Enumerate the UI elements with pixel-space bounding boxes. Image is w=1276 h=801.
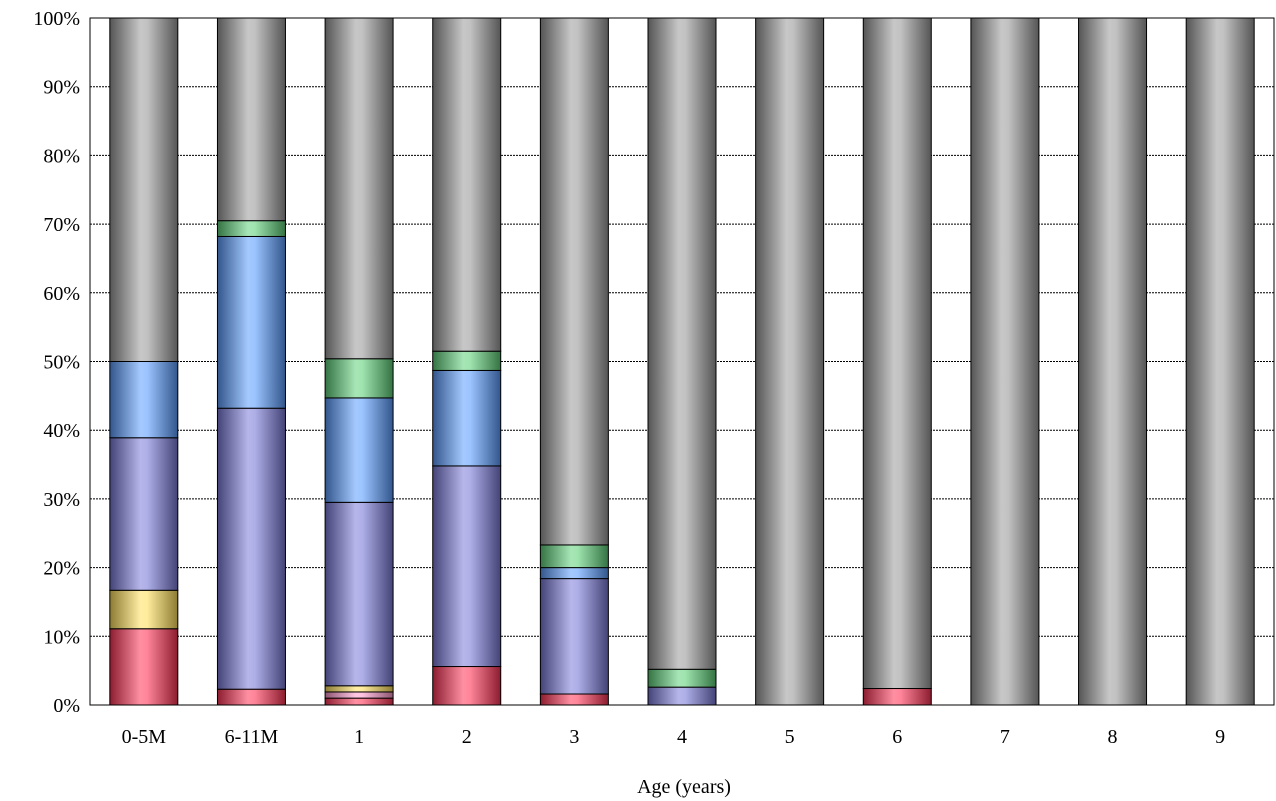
bar-segment [647,686,717,706]
x-tick-label: 5 [785,726,795,748]
plot-frame [89,17,1275,706]
y-tick-label: 40% [43,420,80,442]
y-tick-label: 90% [43,77,80,99]
bar-segment [647,17,717,670]
x-tick-label: 9 [1215,726,1225,748]
x-tick-label: 0-5M [122,726,167,748]
x-tick-label: 2 [462,726,472,748]
bar-segment [324,358,394,399]
y-tick-label: 30% [43,489,80,511]
bar-segment [862,17,932,690]
bar-segment [970,17,1040,706]
bar-segment [109,17,179,362]
y-tick-label: 100% [33,8,80,30]
x-tick-label: 6 [892,726,902,748]
bar-segment [432,17,502,352]
bar-segment [109,589,179,630]
y-tick-label: 80% [43,145,80,167]
bar-segment [216,235,286,409]
bar-segment [109,361,179,439]
y-tick-label: 70% [43,214,80,236]
bar-segment [216,688,286,706]
x-tick-labels: 0-5M 6-11M 1 2 3 4 5 6 7 8 9 [122,726,1226,748]
bar-segment [755,17,825,706]
bar-segment [432,350,502,371]
y-tick-label: 50% [43,352,80,374]
bar-segment [539,17,609,546]
bar-segment [432,666,502,706]
x-tick-label: 7 [1000,726,1010,748]
bar-segment [539,567,609,580]
bars [109,17,1255,706]
bar-segment [539,578,609,695]
plot-border [89,17,1275,706]
bar-segment [324,501,394,687]
bar-segment [109,628,179,706]
y-tick-label: 60% [43,283,80,305]
x-tick-label: 6-11M [225,726,279,748]
y-tick-label: 20% [43,558,80,580]
bar-segment [1078,17,1148,706]
bar-segment [539,544,609,569]
bar-segment [216,17,286,222]
bar-segment [432,369,502,467]
bar-segment [324,685,394,693]
x-tick-label: 1 [354,726,364,748]
bar-segment [109,437,179,591]
bar-segment [216,220,286,237]
bar-segment [1185,17,1255,706]
bar-segment [862,688,932,706]
y-tick-label: 0% [53,695,80,717]
x-tick-label: 8 [1108,726,1118,748]
x-tick-label: 3 [569,726,579,748]
y-tick-labels: 0% 10% 20% 30% 40% 50% 60% 70% 80% 90% 100% [33,8,80,717]
x-tick-label: 4 [677,726,687,748]
bar-segment [216,407,286,690]
bar-segment [324,17,394,360]
bar-segment [647,668,717,688]
x-axis-title: Age (years) [637,776,731,798]
bar-segment [432,465,502,668]
bar-segment [324,691,394,699]
bar-segment [324,697,394,706]
bar-segment [324,397,394,503]
y-tick-label: 10% [43,626,80,648]
bar-segment [539,693,609,706]
